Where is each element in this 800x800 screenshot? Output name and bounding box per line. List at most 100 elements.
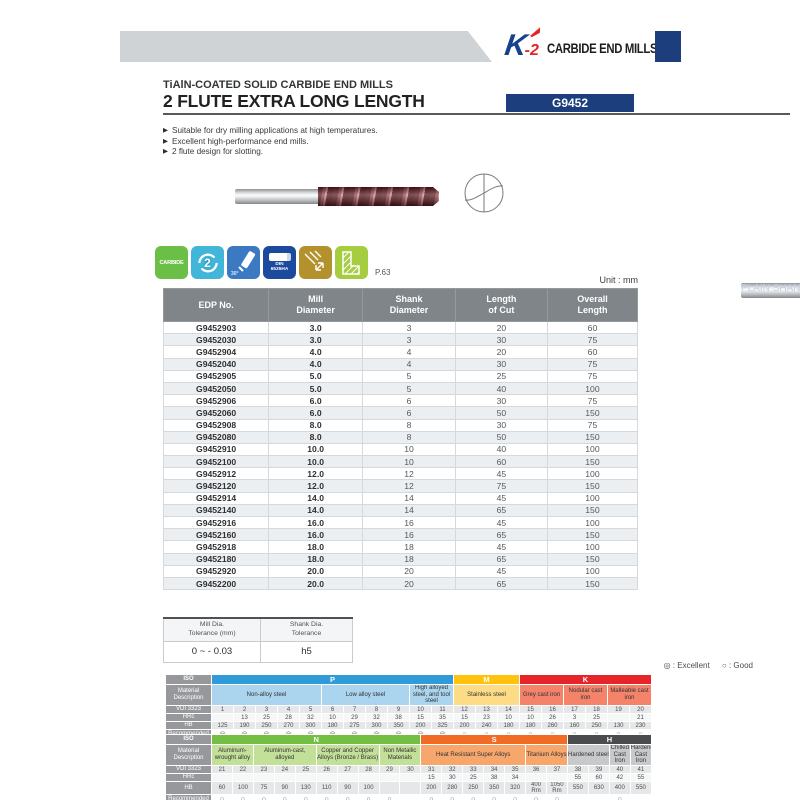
end-view-drawing: [464, 173, 504, 213]
size-table-row: G9452160 16.0 16 65 150: [162, 528, 639, 542]
material-table-pmk: ISO P M K Material Description Non-alloy stee…: [165, 674, 652, 741]
size-value-cell: 10: [362, 455, 456, 469]
size-value-cell: 14: [362, 491, 456, 505]
title-divider: [163, 113, 790, 115]
hrc-cell: 55: [629, 773, 653, 783]
size-value-cell: 45: [454, 540, 548, 554]
hb-cell: 230: [629, 721, 652, 731]
recommended-cell: ○: [357, 794, 380, 800]
vdi-cell: 5: [299, 705, 322, 715]
size-value-cell: 65: [454, 528, 548, 542]
hrc-cell: 10: [497, 713, 520, 723]
edp-no-cell: G9452905: [162, 369, 270, 383]
feature-item: ▶ Excellent high-performance end mills.: [163, 137, 378, 148]
edp-no-cell: G9452080: [162, 430, 270, 444]
size-value-cell: 20.0: [268, 576, 364, 591]
recommended-cell: ○: [462, 794, 485, 800]
recommended-cell: ○: [294, 794, 317, 800]
size-table-row: G9452914 14.0 14 45 100: [162, 491, 639, 505]
vdi-cell: 1: [211, 705, 234, 715]
tolerance-table: Mill Dia. Tolerance (mm) Shank Dia. Tole…: [163, 617, 353, 663]
size-table-row: G9452920 20.0 20 45 100: [162, 564, 639, 578]
size-value-cell: 100: [546, 491, 639, 505]
vdi-cell: 35: [504, 765, 527, 775]
size-value-cell: 75: [546, 333, 639, 347]
size-value-cell: 20: [362, 564, 456, 578]
size-value-cell: 45: [454, 564, 548, 578]
material-table-nsh: ISO N S H Material Description Aluminum-wroug…: [165, 734, 653, 800]
size-value-cell: 40: [454, 442, 548, 457]
size-value-cell: 8.0: [268, 418, 364, 432]
size-table-row: G9452140 14.0 14 65 150: [162, 503, 639, 518]
material-description-cell: High alloyed steel, and tool steel: [409, 683, 454, 707]
page-title: 2 FLUTE EXTRA LONG LENGTH: [163, 91, 425, 111]
vdi-cell: 13: [475, 705, 498, 715]
bullet-icon: ▶: [163, 127, 168, 134]
size-value-cell: 45: [454, 491, 548, 505]
edp-no-cell: G9452904: [162, 345, 270, 359]
size-table: EDP No. Mill Diameter Shank Diameter Length…: [162, 288, 639, 591]
brand-name: CARBIDE END MILLS: [546, 40, 658, 56]
hb-cell: 280: [441, 781, 464, 796]
material-table-row: HB 125 190 250 270 300 180 275 300 350 200 325 200 24…: [165, 721, 652, 731]
size-value-cell: 16: [362, 528, 456, 542]
hb-cell: 180: [497, 721, 520, 731]
size-value-cell: 8: [362, 418, 456, 432]
vdi-cell: 37: [546, 765, 568, 775]
recommended-cell: ○: [336, 794, 359, 800]
hb-cell: 130: [607, 721, 630, 731]
size-value-cell: 10.0: [268, 455, 364, 469]
edp-no-cell: G9452912: [162, 467, 270, 481]
brand-logo: K -2 CARBIDE END MILLS: [503, 28, 678, 64]
size-value-cell: 18.0: [268, 552, 364, 566]
carbide-icon: CARBIDE: [155, 246, 188, 279]
hrc-cell: 38: [387, 713, 410, 723]
hrc-cell: 15: [420, 773, 443, 783]
size-value-cell: 150: [546, 455, 639, 469]
hrc-cell: 23: [475, 713, 498, 723]
size-value-cell: 30: [454, 333, 548, 347]
material-description-cell: Hardened Cast Iron: [629, 743, 653, 767]
size-value-cell: 150: [546, 479, 639, 493]
hb-cell: 550: [566, 781, 589, 796]
hb-cell: 260: [541, 721, 564, 731]
material-table-row: ISO N S H: [165, 734, 653, 745]
hrc-cell: 32: [299, 713, 322, 723]
hrc-cell: [231, 773, 254, 783]
helix-30-icon: 30°: [227, 246, 260, 279]
header-blue-square: [655, 31, 681, 62]
shank-cylinder-glyph: [268, 252, 291, 261]
vdi-cell: 7: [343, 705, 366, 715]
material-table-row: Recommended ○ ○ ○ ○ ○ ○ ○ ○ ○ ○ ○ ○ ○ ○ ○ ○ ○: [165, 794, 653, 800]
hrc-cell: 60: [587, 773, 610, 783]
vdi-cell: 38: [566, 765, 589, 775]
recommended-cell: ○: [252, 794, 275, 800]
size-value-cell: 75: [546, 357, 639, 371]
size-value-cell: 75: [546, 394, 639, 408]
recommended-cell: [629, 794, 653, 800]
size-value-cell: 3.0: [268, 333, 364, 347]
feature-item: ▶ Suitable for dry milling applications a…: [163, 126, 378, 137]
vdi-cell: 21: [211, 765, 233, 775]
size-value-cell: 30: [454, 394, 548, 408]
hb-cell: 100: [231, 781, 254, 796]
size-table-row: G9452903 3.0 3 20 60: [162, 320, 639, 335]
size-value-cell: 100: [546, 540, 639, 554]
size-value-cell: 45: [454, 515, 548, 530]
tool-shank: [235, 189, 319, 204]
size-value-cell: 25: [454, 369, 548, 383]
vdi-cell: 22: [231, 765, 254, 775]
hrc-cell: [273, 773, 296, 783]
edp-no-cell: G9452908: [162, 418, 270, 432]
size-value-cell: 60: [454, 455, 548, 469]
size-value-cell: 100: [546, 515, 639, 530]
vdi-cell: 26: [315, 765, 338, 775]
hrc-cell: 21: [629, 713, 652, 723]
tolerance-value-row: 0 ~ - 0.03 h5: [163, 640, 353, 663]
slotting-icon: [335, 246, 368, 279]
edp-no-cell: G9452050: [162, 381, 270, 396]
size-value-cell: 30: [454, 418, 548, 432]
hrc-cell: [357, 773, 380, 783]
material-table-row: HRc 13 25 28 32 10 29 32 38 15 35 15 23 10 10 26 3 25 21: [165, 713, 652, 723]
vdi-cell: 2: [233, 705, 256, 715]
